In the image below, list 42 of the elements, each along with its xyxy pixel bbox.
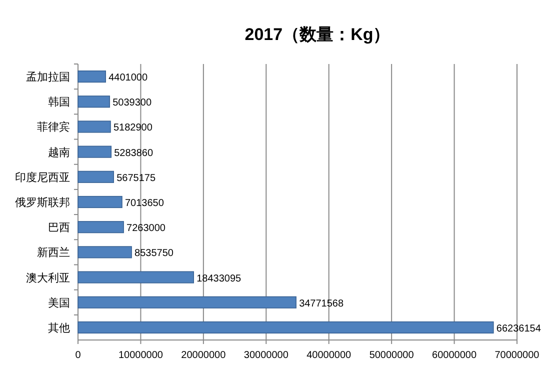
x-tick-label: 50000000: [369, 350, 414, 361]
x-tick-label: 0: [75, 350, 82, 361]
bar: [78, 296, 296, 308]
bar: [78, 246, 132, 258]
data-label: 5039300: [112, 98, 152, 109]
bar: [78, 170, 114, 183]
y-tick-label: 印度尼西亚: [15, 170, 70, 184]
x-tick-label: 20000000: [181, 350, 226, 361]
data-label: 5182900: [114, 122, 153, 134]
x-tick-label: 40000000: [306, 350, 352, 361]
y-tick-label: 越南: [48, 146, 70, 159]
data-label: 7263000: [126, 223, 166, 234]
x-tick-label: 60000000: [432, 350, 477, 361]
x-tick-label: 70000000: [494, 350, 540, 361]
y-tick-label: 韩国: [48, 96, 70, 109]
y-tick-label: 孟加拉国: [26, 70, 70, 84]
bar: [78, 221, 124, 234]
data-label: 8535750: [134, 248, 174, 260]
y-tick-label: 其他: [48, 321, 70, 334]
data-label: 66236154: [496, 323, 542, 334]
x-tick-label: 10000000: [118, 350, 164, 361]
data-label: 4401000: [108, 72, 148, 84]
bar: [78, 96, 110, 108]
data-label: 5283860: [114, 148, 154, 159]
bar: [78, 321, 494, 334]
data-label: 18433095: [196, 273, 242, 284]
y-tick-label: 巴西: [48, 222, 70, 234]
data-label: 34771568: [299, 298, 344, 310]
y-tick-label: 美国: [48, 296, 70, 310]
x-tick-label: 30000000: [244, 350, 289, 361]
chart-title: 2017（数量：Kg）: [244, 25, 390, 44]
bar: [78, 146, 112, 158]
bar: [78, 196, 122, 208]
y-tick-label: 俄罗斯联邦: [15, 196, 70, 209]
y-tick-label: 澳大利亚: [26, 271, 70, 284]
bar: [78, 120, 111, 133]
y-tick-label: 新西兰: [37, 246, 70, 260]
bar: [78, 271, 194, 284]
data-label: 7013650: [124, 198, 164, 209]
bar: [78, 70, 106, 83]
data-label: 5675175: [116, 172, 156, 184]
y-tick-label: 菲律宾: [37, 120, 70, 134]
